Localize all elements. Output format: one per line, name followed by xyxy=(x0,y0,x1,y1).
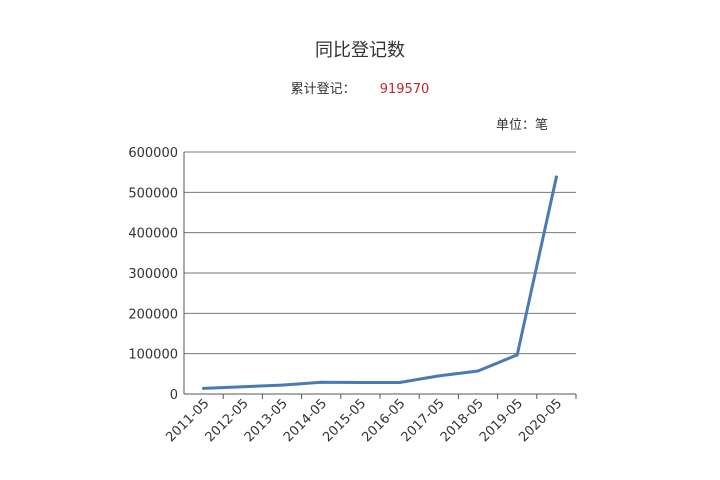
unit-label: 单位：笔 xyxy=(496,118,549,133)
total-value: 919570 xyxy=(379,82,430,97)
data-point xyxy=(202,386,206,390)
data-point xyxy=(437,374,441,378)
series-line xyxy=(202,175,558,390)
y-tick-label: 200000 xyxy=(128,307,178,322)
y-tick-label: 600000 xyxy=(128,146,178,161)
data-point xyxy=(554,175,558,179)
data-point xyxy=(398,381,402,385)
chart-title: 同比登记数 xyxy=(315,40,405,61)
data-point xyxy=(515,353,519,357)
x-tick-label: 2020-05 xyxy=(516,396,565,445)
data-point xyxy=(280,383,284,387)
total-summary: 累计登记： 919570 xyxy=(0,78,720,97)
y-tick-label: 100000 xyxy=(128,348,178,363)
y-tick-label: 300000 xyxy=(128,267,178,282)
data-point xyxy=(319,380,323,384)
data-point xyxy=(358,381,362,385)
total-label: 累计登记： xyxy=(290,82,356,97)
data-point xyxy=(241,385,245,389)
data-point xyxy=(476,369,480,373)
y-tick-label: 500000 xyxy=(128,186,178,201)
y-tick-label: 0 xyxy=(170,388,178,403)
y-tick-label: 400000 xyxy=(128,227,178,242)
